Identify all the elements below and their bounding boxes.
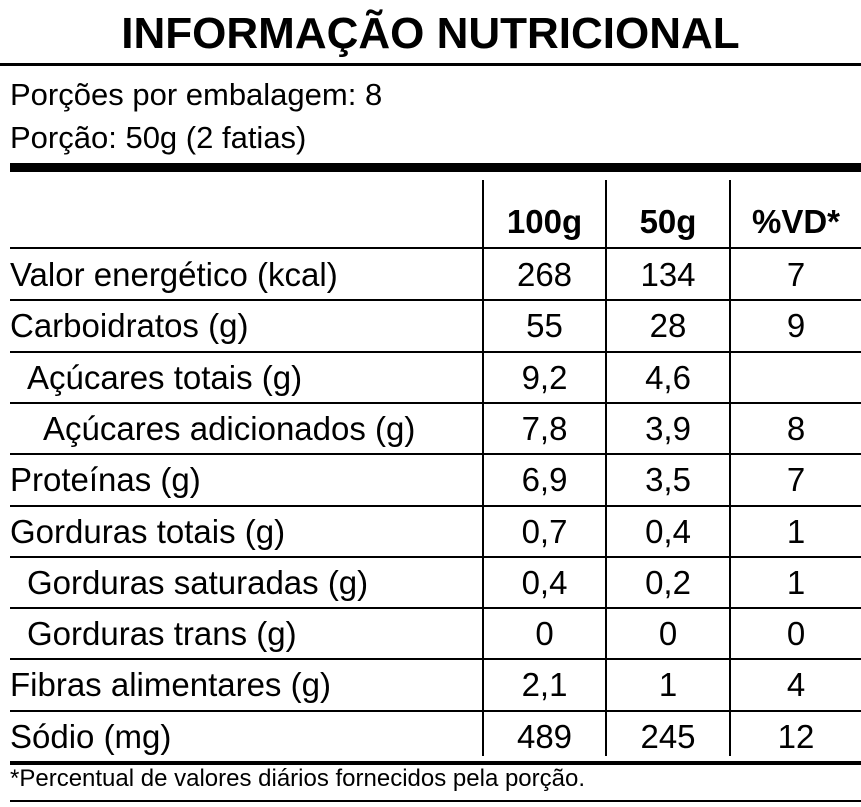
- nutrient-name: Sódio (mg): [10, 718, 172, 755]
- table-row: Proteínas (g) 6,9 3,5 7: [0, 454, 861, 505]
- table-row: Açúcares adicionados (g) 7,8 3,9 8: [0, 403, 861, 454]
- value-50g: 4,6: [645, 359, 691, 396]
- row-divider: [10, 351, 861, 353]
- column-divider-1: [482, 180, 484, 756]
- value-50g: 0: [658, 615, 678, 652]
- value-vd: 7: [786, 256, 806, 293]
- value-50g: 245: [640, 718, 696, 755]
- label-title: INFORMAÇÃO NUTRICIONAL: [121, 9, 740, 58]
- value-100g: 489: [516, 718, 573, 755]
- column-header-vd: %VD*: [751, 203, 841, 240]
- value-100g: 55: [526, 307, 563, 344]
- value-100g: 0: [535, 615, 554, 652]
- value-50g: 3,5: [645, 461, 691, 498]
- nutrient-name: Valor energético (kcal): [10, 256, 338, 293]
- value-50g: 0,4: [645, 513, 691, 550]
- nutrient-name: Açúcares adicionados (g): [43, 410, 416, 447]
- column-divider-2: [605, 180, 607, 756]
- row-divider: [10, 453, 861, 455]
- value-50g: 0,2: [645, 564, 691, 601]
- servings-per-package: Porções por embalagem: 8: [10, 77, 383, 112]
- row-divider: [10, 710, 861, 712]
- value-vd: 1: [786, 564, 806, 601]
- value-50g: 134: [640, 256, 696, 293]
- value-100g: 268: [516, 256, 573, 293]
- value-100g: 6,9: [521, 461, 568, 498]
- nutrient-name: Gorduras totais (g): [10, 513, 286, 550]
- table-row: Gorduras saturadas (g) 0,4 0,2 1: [0, 557, 861, 608]
- column-header-100g: 100g: [506, 203, 583, 240]
- table-row: Sódio (mg) 489 245 12: [0, 711, 861, 762]
- thick-divider: [10, 163, 861, 172]
- column-header-50g: 50g: [639, 203, 697, 240]
- value-vd: 9: [786, 307, 806, 344]
- nutrient-name: Açúcares totais (g): [27, 359, 303, 396]
- value-vd: 4: [786, 666, 806, 703]
- nutrient-name: Gorduras trans (g): [27, 615, 297, 652]
- nutrient-name: Gorduras saturadas (g): [27, 564, 369, 601]
- value-100g: 2,1: [521, 666, 568, 703]
- row-divider: [10, 607, 861, 609]
- value-50g: 28: [649, 307, 687, 344]
- nutrient-name: Proteínas (g): [10, 461, 201, 498]
- value-vd: 7: [786, 461, 806, 498]
- column-divider-3: [729, 180, 731, 756]
- row-divider: [10, 505, 861, 507]
- table-row: Fibras alimentares (g) 2,1 1 4: [0, 659, 861, 710]
- nutrient-name: Carboidratos (g): [10, 307, 249, 344]
- table-row: Açúcares totais (g) 9,2 4,6: [0, 352, 861, 403]
- row-divider: [10, 761, 861, 765]
- table-row: Valor energético (kcal) 268 134 7: [0, 249, 861, 300]
- value-100g: 0,4: [521, 564, 568, 601]
- row-divider: [10, 299, 861, 301]
- nutrient-name: Fibras alimentares (g): [10, 666, 331, 703]
- value-100g: 0,7: [521, 513, 568, 550]
- value-vd: 8: [786, 410, 806, 447]
- value-vd: 0: [786, 615, 806, 652]
- row-divider: [10, 402, 861, 404]
- header-divider: [10, 247, 861, 249]
- value-50g: 1: [658, 666, 678, 703]
- value-vd: 12: [777, 718, 815, 755]
- serving-size: Porção: 50g (2 fatias): [10, 120, 307, 155]
- value-50g: 3,9: [645, 410, 691, 447]
- table-row: Gorduras totais (g) 0,7 0,4 1: [0, 506, 861, 557]
- value-vd: 1: [786, 513, 806, 550]
- table-row: Carboidratos (g) 55 28 9: [0, 300, 861, 351]
- row-divider: [10, 556, 861, 558]
- footnote: *Percentual de valores diários fornecido…: [10, 765, 586, 792]
- table-row: Gorduras trans (g) 0 0 0: [0, 608, 861, 659]
- title-divider: [0, 63, 861, 66]
- row-divider: [10, 658, 861, 660]
- footnote-divider: [10, 800, 861, 802]
- value-100g: 7,8: [521, 410, 568, 447]
- value-100g: 9,2: [521, 359, 568, 396]
